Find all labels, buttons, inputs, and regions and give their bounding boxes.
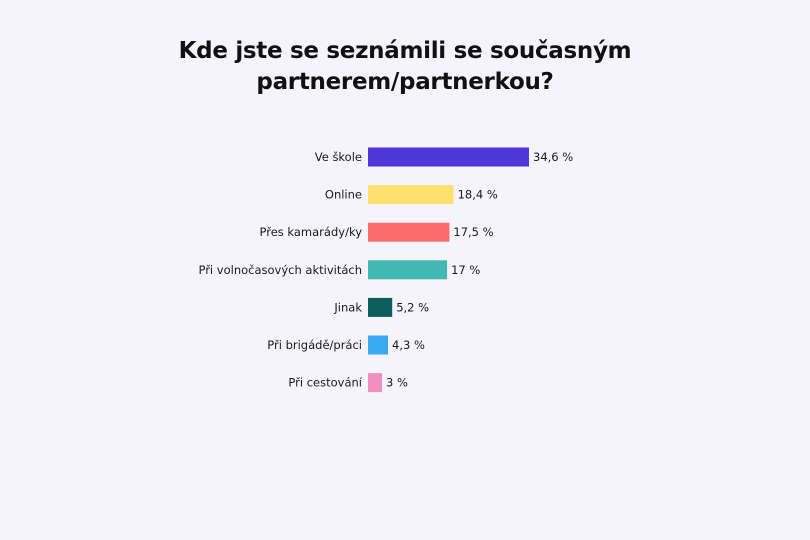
bar-2 — [368, 222, 450, 242]
category-label-1: Online — [325, 188, 362, 202]
value-label-3: 17 % — [451, 263, 480, 277]
category-label-2: Přes kamarády/ky — [260, 225, 363, 239]
bar-4 — [368, 297, 393, 317]
category-label-4: Jinak — [333, 300, 362, 314]
value-label-4: 5,2 % — [396, 300, 429, 314]
value-label-5: 4,3 % — [392, 338, 425, 352]
category-label-0: Ve škole — [315, 150, 362, 164]
bar-3 — [368, 260, 448, 280]
chart-title-line-2: partnerem/partnerkou? — [256, 69, 554, 95]
bar-5 — [368, 335, 388, 355]
category-label-3: Při volnočasových aktivitách — [198, 263, 362, 277]
value-label-6: 3 % — [386, 376, 408, 390]
value-label-1: 18,4 % — [458, 188, 498, 202]
chart-title-line-1: Kde jste se seznámili se současným — [178, 38, 632, 64]
bar-0 — [368, 147, 529, 167]
bar-1 — [368, 185, 454, 205]
bar-6 — [368, 373, 382, 393]
category-label-6: Při cestování — [288, 376, 362, 390]
value-label-0: 34,6 % — [533, 150, 573, 164]
value-label-2: 17,5 % — [453, 225, 493, 239]
category-label-5: Při brigádě/práci — [267, 338, 362, 352]
chart-title: Kde jste se seznámili se současným partn… — [0, 36, 810, 98]
